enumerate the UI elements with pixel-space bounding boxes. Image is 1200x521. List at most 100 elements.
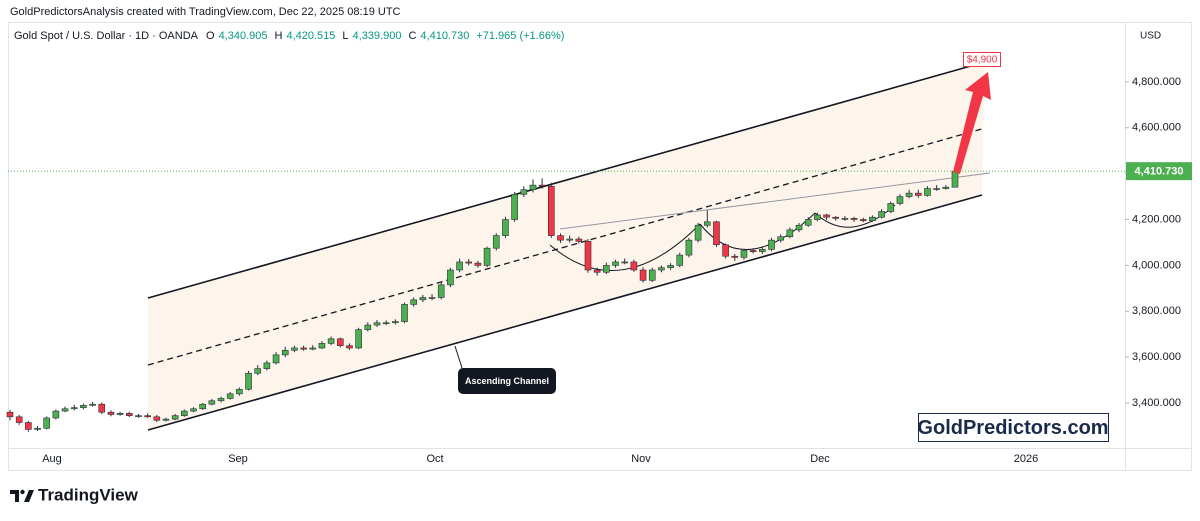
candle-body: [648, 269, 656, 281]
x-tick-label: 2026: [1014, 453, 1038, 465]
candle-body: [492, 235, 500, 249]
y-tick-label: 4,800.000: [1132, 76, 1181, 88]
candle-body: [667, 265, 674, 268]
candle-body: [382, 322, 390, 325]
candle-body: [768, 239, 775, 250]
candle-body: [795, 224, 803, 231]
legend-label: O: [206, 30, 215, 42]
candle-body: [703, 221, 711, 226]
candle-body: [263, 362, 271, 369]
y-tick-label: 3,400.000: [1132, 397, 1181, 409]
candle-body: [502, 219, 509, 236]
callout-text: Ascending Channel: [465, 376, 549, 386]
candle-body: [236, 388, 243, 395]
x-tick-label: Oct: [426, 453, 443, 465]
candle-body: [859, 219, 867, 221]
candle-body: [759, 249, 766, 252]
logo-part: [20, 489, 25, 495]
candle-body: [850, 218, 858, 220]
candle-body: [15, 416, 23, 423]
price-tag: [1126, 162, 1192, 181]
candle-body: [896, 196, 904, 204]
candle-body: [584, 241, 592, 271]
candle-body: [593, 269, 601, 273]
candle-body: [355, 329, 362, 349]
callout-box: [458, 368, 556, 394]
candle-body: [694, 224, 702, 241]
legend-value: 4,410.730: [420, 30, 470, 42]
channel-lower: [147, 194, 983, 431]
cup-arc: [549, 223, 701, 272]
candle-body: [336, 338, 344, 346]
candle-body: [786, 229, 794, 238]
candle-body: [878, 211, 885, 218]
price-tag-label: 4,410.730: [1135, 166, 1184, 178]
candle-body: [419, 297, 427, 301]
candle-body: [538, 184, 546, 187]
candle-body: [676, 254, 684, 266]
candle-body: [346, 345, 353, 349]
y-tick-label: 4,200.000: [1132, 213, 1181, 225]
y-tick-label: 4,600.000: [1132, 122, 1181, 134]
watermark-box: [918, 413, 1109, 442]
legend: Gold Spot / U.S. Dollar · 1D · OANDA O 4,…: [14, 30, 564, 42]
candle-body: [318, 343, 326, 349]
candle-body: [905, 192, 913, 197]
candle-body: [740, 250, 748, 258]
channel-mid: [147, 127, 986, 366]
legend-value: 4,340.905: [218, 30, 268, 42]
cup-arc: [814, 204, 896, 228]
candle-body: [869, 216, 876, 221]
candle-body: [272, 354, 280, 364]
candle-body: [823, 214, 830, 218]
candle-body: [621, 261, 629, 264]
candle-body: [245, 372, 252, 390]
x-tick-label: Dec: [810, 453, 830, 465]
candle-body: [107, 411, 115, 415]
target-box: [963, 52, 1001, 67]
candle-body: [89, 403, 96, 406]
candle-body: [548, 185, 555, 236]
logo-part: [10, 490, 19, 502]
candle-body: [291, 347, 298, 351]
brand-logo: [10, 489, 34, 502]
candle-body: [190, 408, 197, 412]
x-tick-label: Nov: [631, 453, 651, 465]
candle-body: [52, 410, 60, 419]
x-tick-label: Aug: [42, 453, 62, 465]
candle-body: [226, 393, 234, 399]
candle-body: [34, 427, 41, 430]
candle-body: [575, 238, 583, 242]
candle-body: [566, 238, 573, 241]
candle-body: [777, 236, 784, 241]
candles: [6, 168, 959, 432]
candle-body: [300, 347, 307, 350]
candle-body: [685, 239, 693, 256]
candle-body: [80, 405, 87, 408]
candle-body: [511, 193, 518, 220]
candle-body: [814, 214, 821, 220]
candle-body: [171, 415, 179, 420]
candle-body: [630, 261, 638, 271]
candle-body: [456, 261, 463, 271]
candle-body: [364, 324, 372, 330]
candle-body: [153, 416, 161, 421]
candle-body: [6, 411, 14, 418]
candle-body: [61, 408, 69, 412]
candle-body: [116, 413, 124, 415]
candle-body: [557, 235, 564, 241]
candle-body: [832, 216, 840, 219]
candle-body: [612, 261, 619, 266]
candle-body: [373, 322, 381, 326]
candle-body: [43, 417, 50, 429]
neckline: [559, 172, 991, 230]
candle-body: [199, 403, 206, 410]
candle-body: [603, 265, 610, 273]
candle-body: [731, 255, 739, 258]
legend-change: +71.965 (+1.66%): [476, 30, 565, 42]
candle-body: [713, 221, 720, 246]
candle-body: [933, 188, 940, 190]
y-tick-label: 3,600.000: [1132, 351, 1181, 363]
